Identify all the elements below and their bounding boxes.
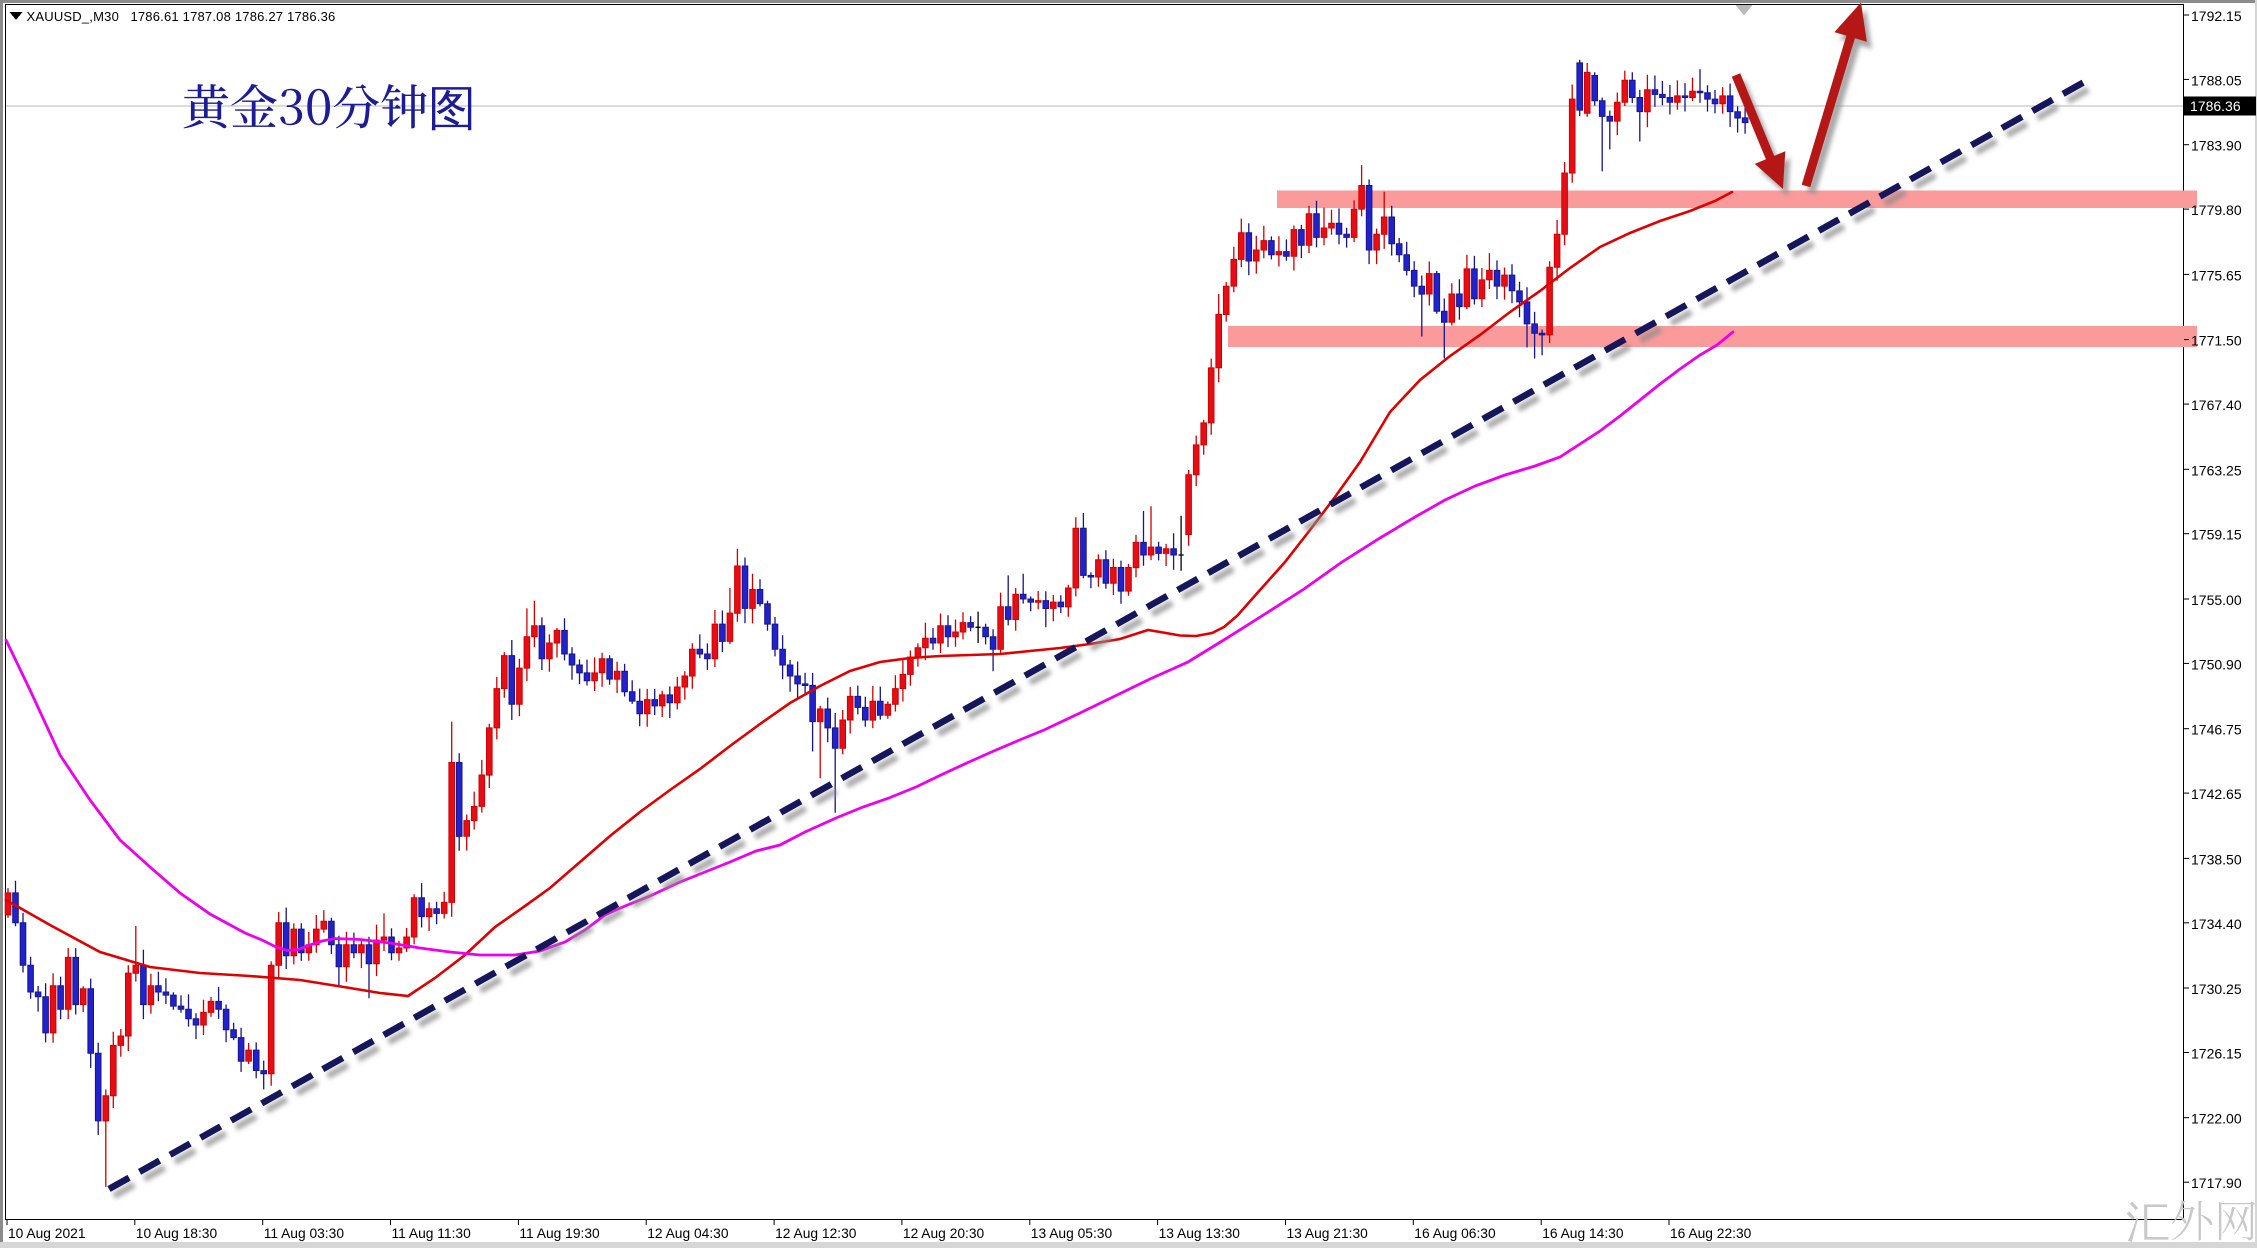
svg-text:1742.65: 1742.65	[2191, 786, 2242, 802]
svg-text:1779.80: 1779.80	[2191, 202, 2242, 218]
svg-text:11 Aug 03:30: 11 Aug 03:30	[264, 1226, 345, 1241]
svg-text:1746.75: 1746.75	[2191, 722, 2242, 738]
svg-text:1738.50: 1738.50	[2191, 851, 2242, 867]
svg-text:1767.40: 1767.40	[2191, 397, 2242, 413]
svg-text:1722.00: 1722.00	[2191, 1111, 2242, 1127]
svg-text:1759.15: 1759.15	[2191, 527, 2242, 543]
svg-text:12 Aug 12:30: 12 Aug 12:30	[775, 1226, 857, 1241]
svg-text:16 Aug 14:30: 16 Aug 14:30	[1542, 1226, 1624, 1241]
svg-text:12 Aug 20:30: 12 Aug 20:30	[903, 1226, 985, 1241]
svg-text:1763.25: 1763.25	[2191, 462, 2242, 478]
svg-text:13 Aug 05:30: 13 Aug 05:30	[1031, 1226, 1113, 1241]
svg-text:1730.25: 1730.25	[2191, 981, 2242, 997]
svg-text:11 Aug 19:30: 11 Aug 19:30	[519, 1226, 600, 1241]
svg-text:1792.15: 1792.15	[2191, 8, 2242, 24]
svg-text:16 Aug 06:30: 16 Aug 06:30	[1414, 1226, 1496, 1241]
svg-text:10 Aug 18:30: 10 Aug 18:30	[136, 1226, 218, 1241]
svg-text:1771.50: 1771.50	[2191, 333, 2242, 349]
svg-text:13 Aug 13:30: 13 Aug 13:30	[1159, 1226, 1241, 1241]
svg-text:1734.40: 1734.40	[2191, 916, 2242, 932]
svg-text:1717.90: 1717.90	[2191, 1175, 2242, 1191]
svg-text:1726.15: 1726.15	[2191, 1046, 2242, 1062]
svg-text:1786.36: 1786.36	[2190, 98, 2241, 114]
svg-text:1750.90: 1750.90	[2191, 656, 2242, 672]
svg-text:16 Aug 22:30: 16 Aug 22:30	[1670, 1226, 1752, 1241]
svg-text:XAUUSD_,M30 1786.61 1787.08: XAUUSD_,M30 1786.61 1787.08 1786.27 1786…	[27, 9, 336, 24]
svg-text:1783.90: 1783.90	[2191, 138, 2242, 154]
svg-text:1755.00: 1755.00	[2191, 592, 2242, 608]
svg-text:12 Aug 04:30: 12 Aug 04:30	[647, 1226, 729, 1241]
svg-text:13 Aug 21:30: 13 Aug 21:30	[1287, 1226, 1369, 1241]
svg-text:11 Aug 11:30: 11 Aug 11:30	[392, 1226, 472, 1241]
svg-text:10 Aug 2021: 10 Aug 2021	[8, 1226, 86, 1241]
svg-text:1775.65: 1775.65	[2191, 267, 2242, 283]
svg-text:1788.05: 1788.05	[2191, 72, 2242, 88]
